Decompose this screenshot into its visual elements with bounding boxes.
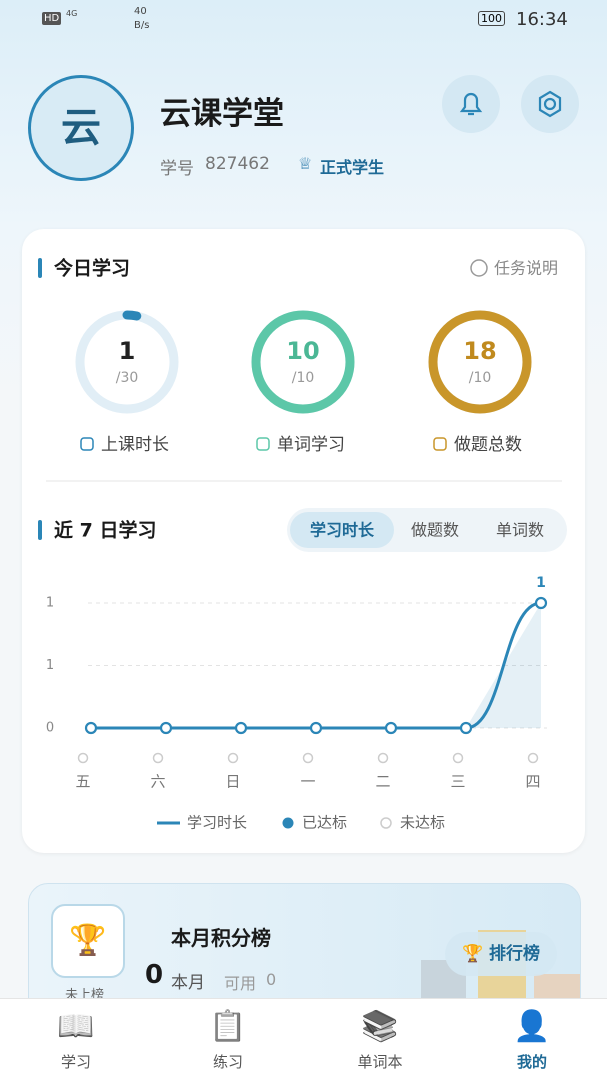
- legend-label: 学习时长: [187, 814, 247, 832]
- ring-label: 单词学习: [277, 435, 345, 455]
- ring-icon: [80, 437, 94, 451]
- card-graphics: 今日学习 任务说明 近 7 日学习 1/30上课时长10/10单词学习18/10…: [38, 257, 567, 832]
- tab-label[interactable]: 单词本: [357, 1053, 403, 1071]
- tab-bar: 📖 学习 📋 练习 📚 单词本 👤 我的: [0, 998, 607, 1080]
- legend-unmet: [380, 817, 392, 829]
- ring-value: 18: [463, 337, 496, 365]
- y-tick-label: 1: [46, 658, 54, 673]
- point: [384, 721, 398, 735]
- id-label: 学号: [160, 159, 194, 179]
- points: 0: [145, 960, 164, 990]
- point: [234, 721, 248, 735]
- tab-icon[interactable]: 📚: [361, 1009, 399, 1044]
- ring-goal: /10: [292, 370, 315, 386]
- available-label: 可用: [224, 974, 257, 993]
- rank-button[interactable]: 🏆 排行榜: [445, 932, 557, 976]
- status-unmet: [302, 752, 314, 764]
- today-title: 今日学习: [53, 257, 130, 280]
- x-tick-label: 一: [300, 773, 315, 791]
- bell-button[interactable]: [442, 75, 500, 133]
- network: 4G: [66, 9, 78, 18]
- hd-icon: HD: [42, 12, 62, 25]
- tab-label[interactable]: 练习: [212, 1053, 243, 1071]
- title-bar: [38, 520, 42, 540]
- tab-label[interactable]: 我的: [516, 1053, 547, 1071]
- point: [159, 721, 173, 735]
- ring-label: 上课时长: [101, 435, 169, 455]
- y-tick-label: 1: [46, 596, 54, 611]
- ring-progress: [251, 310, 355, 414]
- points-label: 本月: [171, 973, 205, 993]
- tab-icon[interactable]: 👤: [513, 1009, 551, 1044]
- speed: 40: [134, 6, 147, 17]
- info-icon: [470, 259, 488, 277]
- legend-met: [282, 817, 294, 829]
- tab-label[interactable]: 学习: [60, 1053, 91, 1071]
- ring-goal: /30: [116, 370, 139, 386]
- tab-active: [290, 512, 394, 548]
- ring-icon: [433, 437, 447, 451]
- tab-item[interactable]: 📋 练习: [152, 1009, 304, 1072]
- crown-icon: ♕: [298, 154, 313, 173]
- ring-value: 1: [119, 337, 136, 365]
- status-unmet: [152, 752, 164, 764]
- value-label: 1: [536, 575, 546, 591]
- ring-progress: [428, 310, 532, 414]
- ring-icon: [256, 437, 270, 451]
- ring-goal: /10: [469, 370, 492, 386]
- tab[interactable]: 做题数: [411, 521, 459, 540]
- tab-item[interactable]: 📚 单词本: [304, 1009, 456, 1072]
- help-link[interactable]: 任务说明: [494, 259, 558, 278]
- badge: 正式学生: [320, 158, 385, 177]
- legend-label: 已达标: [302, 814, 347, 832]
- weekly-title: 近 7 日学习: [54, 519, 156, 542]
- speed-unit: B/s: [134, 20, 150, 31]
- x-tick-label: 五: [75, 773, 90, 791]
- x-tick-label: 二: [375, 773, 390, 791]
- tab-icon[interactable]: 📋: [209, 1009, 247, 1044]
- x-tick-label: 四: [525, 773, 540, 791]
- point: [459, 721, 473, 735]
- clock: 16:34: [516, 9, 568, 30]
- tab-item[interactable]: 👤 我的: [456, 1009, 607, 1072]
- settings-button[interactable]: [521, 75, 579, 133]
- status-unmet: [77, 752, 89, 764]
- ring-progress: [75, 310, 179, 414]
- tab-icon[interactable]: 📖: [57, 1009, 95, 1044]
- point: [309, 721, 323, 735]
- y-tick-label: 0: [46, 721, 54, 736]
- student-id: 827462: [205, 154, 270, 174]
- status-unmet: [377, 752, 389, 764]
- avatar[interactable]: 云: [28, 75, 134, 181]
- user-name: 云课学堂: [160, 96, 284, 132]
- point: [84, 721, 98, 735]
- tab[interactable]: 学习时长: [310, 521, 375, 540]
- ring-value: 10: [286, 337, 319, 365]
- ring-label: 做题总数: [454, 435, 522, 455]
- x-tick-label: 六: [150, 773, 165, 791]
- status-unmet: [227, 752, 239, 764]
- rank-title: 本月积分榜: [171, 926, 271, 950]
- status-unmet: [452, 752, 464, 764]
- study-card: 今日学习 任务说明 近 7 日学习 1/30 上课时长 10/10 单词学习 18/10…: [22, 229, 585, 853]
- legend-label: 未达标: [400, 814, 445, 832]
- tab[interactable]: 单词数: [496, 521, 544, 540]
- battery: 100: [478, 11, 505, 26]
- point: [534, 596, 548, 610]
- title-bar: [38, 258, 42, 278]
- tab-item[interactable]: 📖 学习: [0, 1009, 152, 1072]
- trophy-box: 🏆: [51, 904, 125, 978]
- rank-button-label[interactable]: 排行榜: [489, 944, 541, 964]
- x-tick-label: 日: [225, 773, 240, 791]
- available: 0: [266, 970, 277, 989]
- status-unmet: [527, 752, 539, 764]
- x-tick-label: 三: [450, 773, 465, 791]
